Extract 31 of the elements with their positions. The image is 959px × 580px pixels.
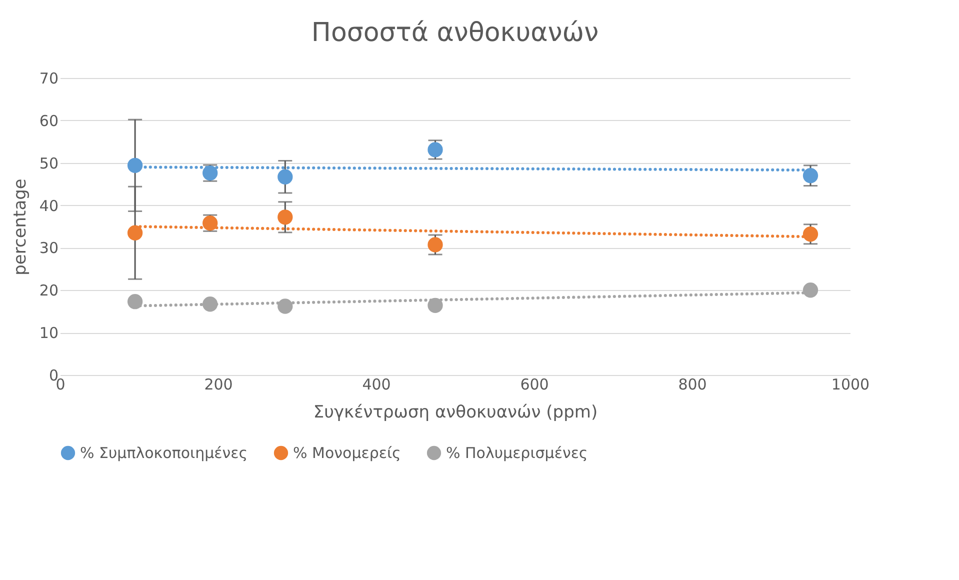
x-tick-label: 1000 [831,376,870,394]
legend-label: % Μονομερείς [293,444,401,462]
x-axis-title: Συγκέντρωση ανθοκυανών (ppm) [313,402,598,422]
x-tick-label: 200 [204,376,233,394]
y-tick-label: 60 [39,112,58,130]
point [278,298,293,314]
point [127,158,143,173]
y-tick-label: 30 [39,239,58,258]
point [428,298,443,313]
y-tick-label: 50 [39,154,58,172]
point [127,294,143,310]
legend-label: % Πολυμερισμένες [446,444,588,462]
point [802,168,818,184]
point [428,142,443,158]
chart-title: Ποσοστά ανθοκυανών [311,18,599,48]
x-tick-label: 600 [520,376,549,394]
point [202,296,218,312]
point [802,226,818,242]
x-tick-label: 800 [678,376,707,394]
y-tick-label: 40 [39,196,58,215]
legend-label: % Συμπλοκοποιημένες [80,444,248,462]
point [428,237,443,252]
point [802,282,818,298]
y-tick-label: 20 [39,282,58,300]
x-tick-label: 400 [362,376,391,394]
y-tick-label: 70 [39,70,58,88]
y-tick-label: 10 [39,324,58,342]
y-axis-title: percentage [10,178,30,276]
point [278,169,293,184]
point [278,210,293,225]
point [127,225,143,240]
